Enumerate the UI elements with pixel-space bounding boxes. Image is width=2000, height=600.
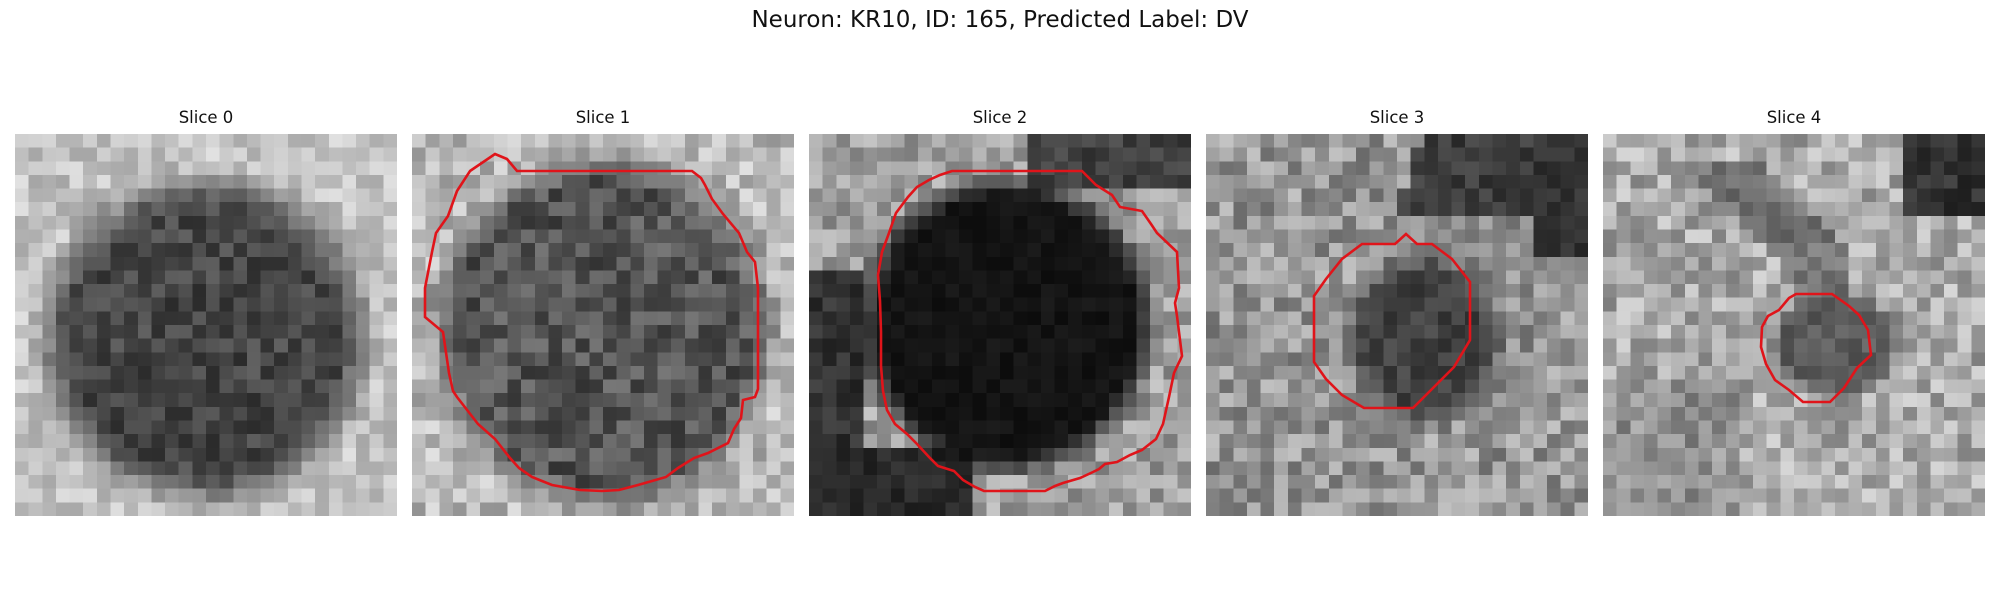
slice-panel-2: Slice 2 xyxy=(809,108,1191,518)
segmentation-contour xyxy=(1759,292,1873,404)
segmentation-contour xyxy=(876,169,1184,493)
slice-panel-1: Slice 1 xyxy=(412,108,794,518)
slice-title: Slice 3 xyxy=(1369,108,1425,127)
figure-title: Neuron: KR10, ID: 165, Predicted Label: … xyxy=(751,7,1249,33)
slice-title: Slice 0 xyxy=(178,108,234,127)
slice-image xyxy=(1603,134,1985,516)
segmentation-contour xyxy=(423,152,760,493)
segmentation-overlay xyxy=(876,169,1184,493)
slice-panel-3: Slice 3 xyxy=(1206,108,1588,518)
slice-panel-4: Slice 4 xyxy=(1603,108,1985,518)
segmentation-overlay xyxy=(15,134,397,516)
segmentation-overlay xyxy=(1759,292,1873,404)
slice-title: Slice 1 xyxy=(575,108,631,127)
slice-image xyxy=(15,134,397,516)
slice-title: Slice 4 xyxy=(1766,108,1822,127)
segmentation-contour xyxy=(1312,232,1472,410)
slice-image xyxy=(1206,134,1588,516)
slice-title: Slice 2 xyxy=(972,108,1028,127)
slice-image xyxy=(809,134,1191,516)
slice-panel-0: Slice 0 xyxy=(15,108,397,518)
segmentation-overlay xyxy=(423,152,760,493)
slice-image xyxy=(412,134,794,516)
segmentation-overlay xyxy=(1312,232,1472,410)
